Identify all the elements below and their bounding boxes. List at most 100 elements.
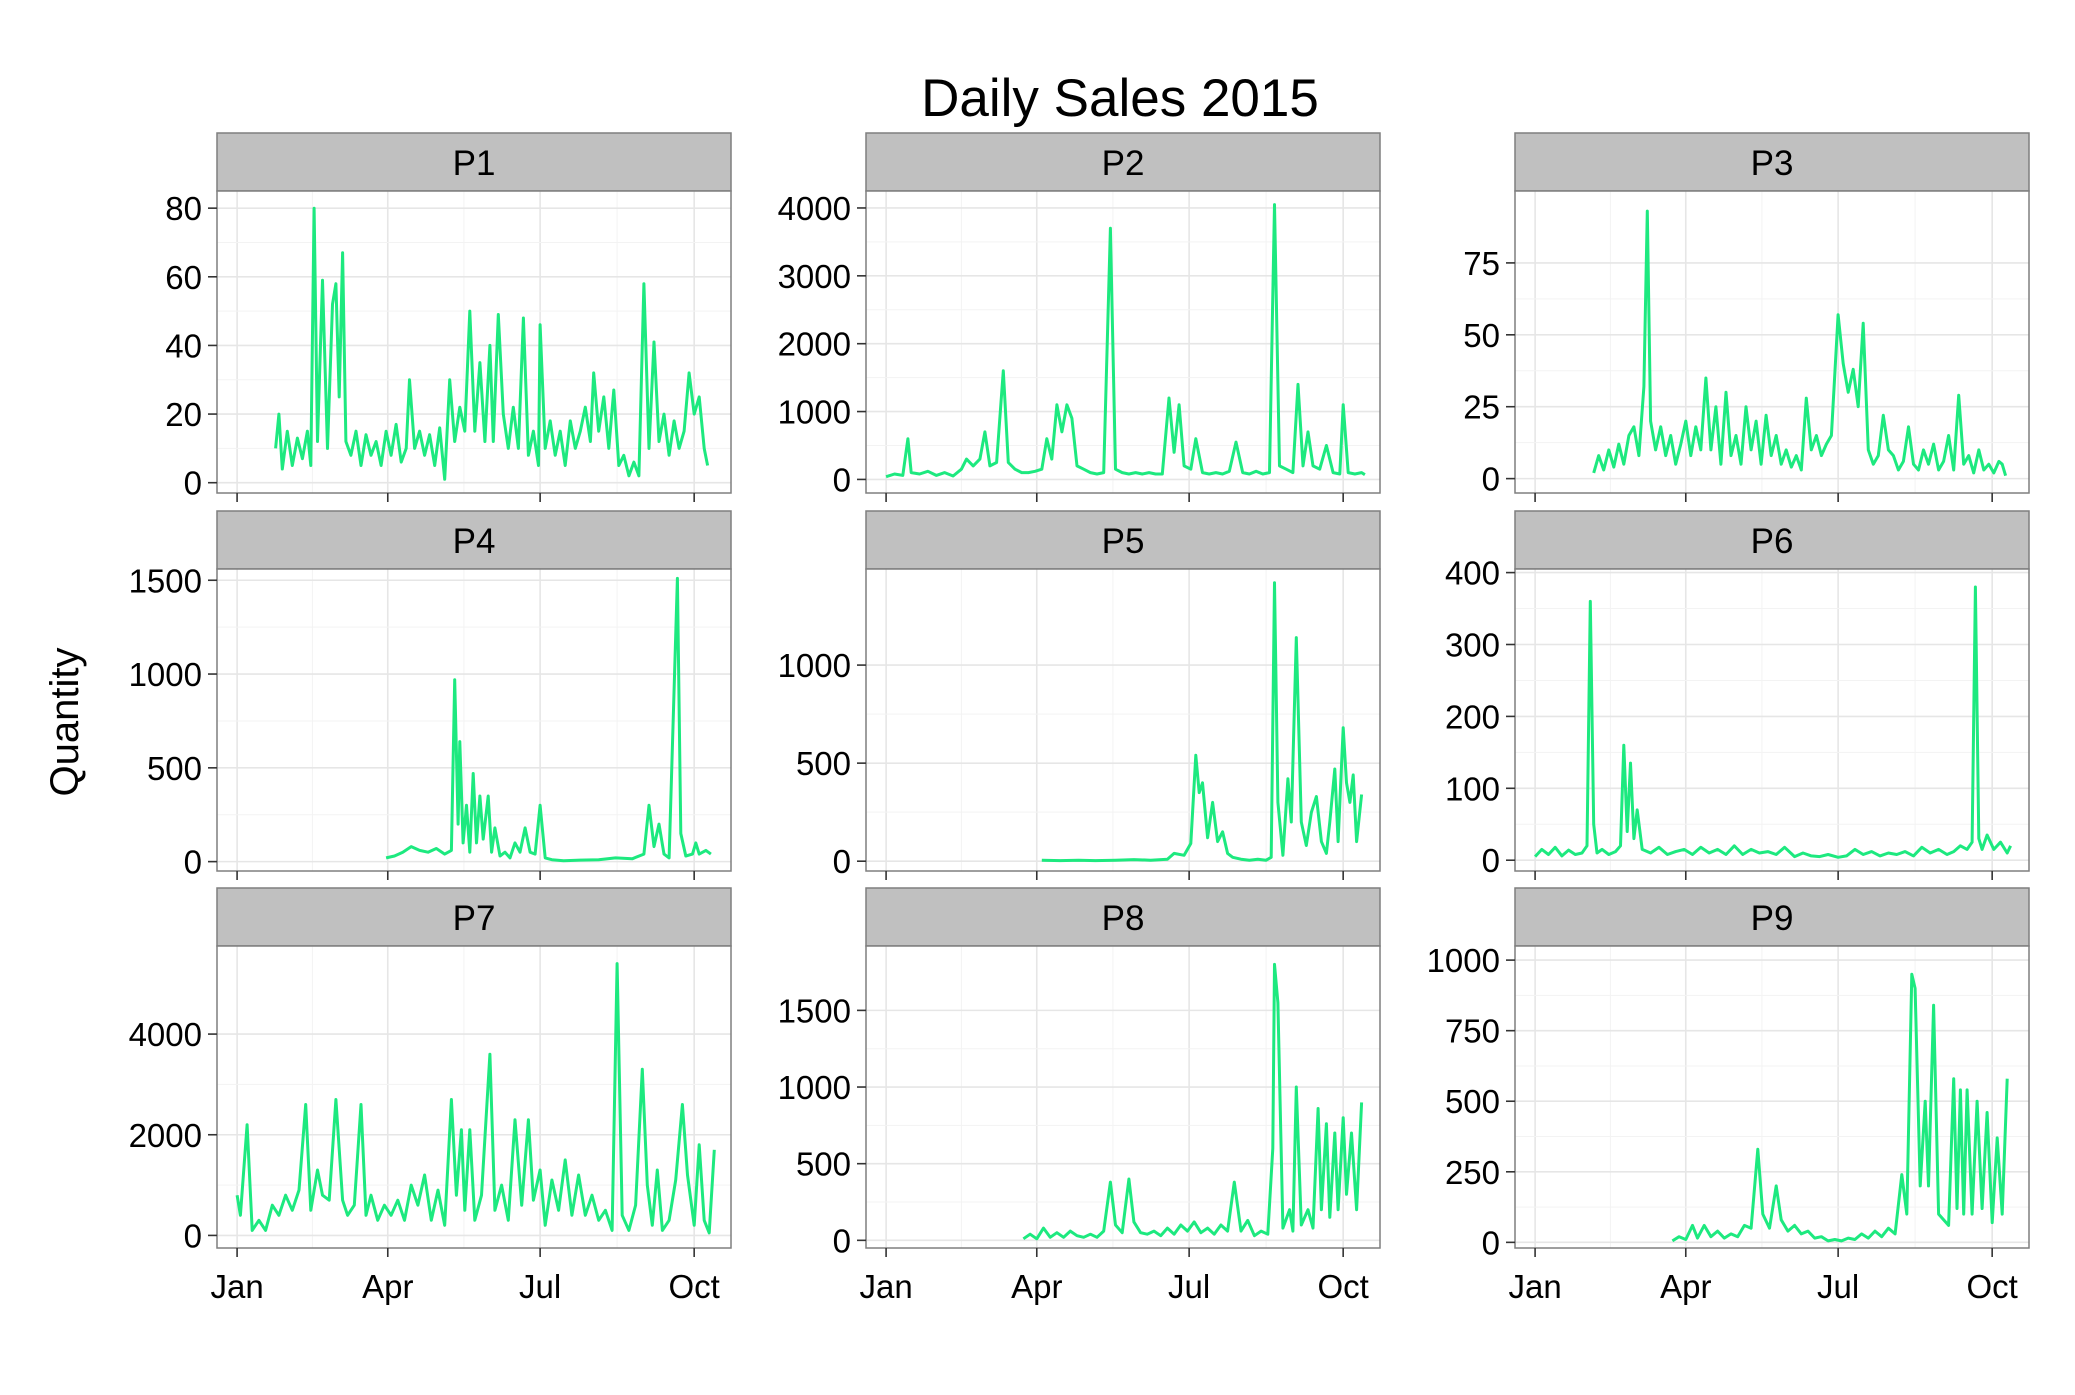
y-tick-label: 60	[165, 259, 202, 296]
panel-border	[216, 190, 732, 494]
panel-border	[865, 190, 1381, 494]
y-tick-label: 0	[833, 843, 851, 880]
plot-area	[1515, 946, 2029, 1248]
y-tick-label: 1500	[778, 992, 851, 1029]
facet-strip	[865, 132, 1381, 192]
y-tick-label: 50	[1463, 317, 1500, 354]
facet-strip-label: P7	[453, 899, 496, 938]
facet-strip	[1514, 887, 2030, 947]
y-tick-label: 80	[165, 190, 202, 227]
x-tick-label: Jul	[1168, 1268, 1210, 1305]
y-tick-label: 750	[1445, 1013, 1500, 1050]
facet-strip	[865, 887, 1381, 947]
x-tick-label: Jan	[210, 1268, 263, 1305]
y-tick-label: 1000	[778, 1069, 851, 1106]
series-line-p8	[1022, 962, 1364, 1241]
y-tick-label: 1000	[129, 656, 202, 693]
y-tick-label: 0	[184, 465, 202, 502]
panel-border	[216, 945, 732, 1249]
plot-area	[866, 946, 1380, 1248]
x-tick-label: Oct	[1966, 1268, 2017, 1305]
x-tick-label: Jul	[1817, 1268, 1859, 1305]
plot-area	[217, 569, 731, 871]
y-axis-title: Quantity	[43, 648, 87, 797]
series-line-p4	[385, 576, 712, 863]
facet-strip	[1514, 510, 2030, 570]
y-tick-label: 75	[1463, 245, 1500, 282]
facet-panel-p5: P5 0 500 1000	[778, 510, 1381, 880]
facet-panel-p3: P3 0 25 50 75	[1463, 132, 2030, 502]
series-line-p5	[1041, 581, 1364, 863]
x-tick-label: Apr	[362, 1268, 413, 1305]
panel-border	[1514, 568, 2030, 872]
y-tick-label: 1000	[1427, 942, 1500, 979]
facet-panel-p6: P6 0 100 200 300 400	[1445, 510, 2030, 880]
facet-strip-label: P4	[453, 522, 496, 561]
panel-border	[865, 568, 1381, 872]
y-tick-label: 400	[1445, 555, 1500, 592]
y-tick-label: 0	[1482, 461, 1500, 498]
series-line-p1	[274, 206, 710, 481]
series-line-p3	[1592, 209, 2008, 477]
y-tick-label: 2000	[129, 1117, 202, 1154]
panel-border	[1514, 945, 2030, 1249]
facet-strip	[865, 510, 1381, 570]
facet-panel-p2: P2 0 1000 2000 3000 4000	[778, 132, 1381, 502]
x-tick-label: Apr	[1660, 1268, 1711, 1305]
x-tick-label: Oct	[668, 1268, 719, 1305]
y-tick-label: 500	[1445, 1083, 1500, 1120]
y-tick-label: 100	[1445, 770, 1500, 807]
y-tick-label: 0	[1482, 1224, 1500, 1261]
y-tick-label: 1000	[778, 394, 851, 431]
y-tick-label: 2000	[778, 326, 851, 363]
plot-area	[1515, 569, 2029, 871]
facet-panel-p9: P9 0 250 500 750 1000 Jan Apr Jul Oct	[1427, 887, 2030, 1305]
y-tick-label: 20	[165, 396, 202, 433]
y-tick-label: 25	[1463, 389, 1500, 426]
y-tick-label: 4000	[778, 190, 851, 227]
y-tick-label: 0	[833, 1222, 851, 1259]
y-tick-label: 1500	[129, 562, 202, 599]
series-line-p7	[235, 962, 716, 1235]
x-tick-label: Jul	[519, 1268, 561, 1305]
facet-strip-label: P3	[1751, 144, 1794, 183]
x-tick-label: Apr	[1011, 1268, 1062, 1305]
chart-title: Daily Sales 2015	[921, 69, 1319, 128]
facet-panels: P1020406080P201000200030004000P30255075P…	[129, 132, 2030, 1305]
y-tick-label: 0	[184, 844, 202, 881]
facet-strip-label: P6	[1751, 522, 1794, 561]
facet-strip-label: P1	[453, 144, 496, 183]
y-tick-label: 500	[796, 1146, 851, 1183]
facet-strip	[216, 132, 732, 192]
series-line-p6	[1534, 585, 2012, 859]
y-tick-label: 3000	[778, 258, 851, 295]
panel-border	[865, 945, 1381, 1249]
facet-strip-label: P5	[1102, 522, 1145, 561]
facet-strip-label: P2	[1102, 144, 1145, 183]
panel-border	[1514, 190, 2030, 494]
facet-panel-p1: P1 0 20 40 60 80	[165, 132, 732, 502]
y-tick-label: 250	[1445, 1154, 1500, 1191]
facet-strip	[216, 510, 732, 570]
facet-panel-p7: P7 0 2000 4000 Jan Apr Jul Oct	[129, 887, 732, 1305]
panel-border	[216, 568, 732, 872]
x-tick-label: Jan	[859, 1268, 912, 1305]
facet-strip	[1514, 132, 2030, 192]
x-tick-label: Oct	[1317, 1268, 1368, 1305]
y-tick-label: 0	[184, 1217, 202, 1254]
x-tick-label: Jan	[1508, 1268, 1561, 1305]
y-tick-label: 1000	[778, 647, 851, 684]
y-tick-label: 40	[165, 327, 202, 364]
y-tick-label: 500	[147, 750, 202, 787]
facet-strip-label: P9	[1751, 899, 1794, 938]
series-line-p9	[1671, 972, 2009, 1243]
series-line-p2	[885, 203, 1366, 479]
y-tick-label: 4000	[129, 1016, 202, 1053]
facet-panel-p4: P4 0 500 1000 1500	[129, 510, 732, 881]
y-tick-label: 300	[1445, 627, 1500, 664]
y-tick-label: 0	[1482, 842, 1500, 879]
y-tick-label: 200	[1445, 698, 1500, 735]
facet-panel-p8: P8 0 500 1000 1500 Jan Apr Jul Oct	[778, 887, 1381, 1305]
facet-strip-label: P8	[1102, 899, 1145, 938]
